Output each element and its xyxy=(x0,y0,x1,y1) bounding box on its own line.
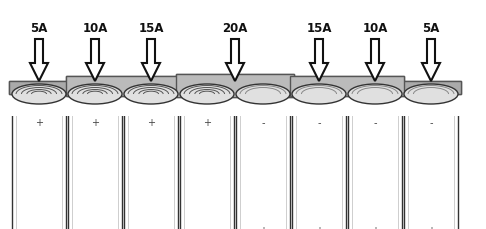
Bar xyxy=(124,95,178,229)
Text: +: + xyxy=(427,225,435,229)
Ellipse shape xyxy=(292,85,346,105)
Text: -: - xyxy=(149,224,153,229)
Text: 10A: 10A xyxy=(362,22,388,35)
Bar xyxy=(290,77,404,97)
Text: 20A: 20A xyxy=(222,22,248,35)
Text: +: + xyxy=(315,225,323,229)
Ellipse shape xyxy=(180,85,234,105)
Text: +: + xyxy=(147,117,155,128)
Ellipse shape xyxy=(404,85,458,105)
Ellipse shape xyxy=(348,85,402,105)
Text: -: - xyxy=(205,224,209,229)
Bar xyxy=(12,95,66,229)
Ellipse shape xyxy=(124,85,178,105)
Bar xyxy=(9,82,461,95)
Text: 10A: 10A xyxy=(82,22,108,35)
Polygon shape xyxy=(86,40,104,82)
Text: -: - xyxy=(429,117,433,128)
Text: 15A: 15A xyxy=(138,22,164,35)
Bar xyxy=(290,77,404,97)
Text: 5A: 5A xyxy=(30,22,48,35)
Ellipse shape xyxy=(236,85,290,105)
Ellipse shape xyxy=(124,85,178,105)
Text: -: - xyxy=(373,117,377,128)
Polygon shape xyxy=(30,40,48,82)
Text: +: + xyxy=(371,225,379,229)
Bar xyxy=(66,77,180,97)
Ellipse shape xyxy=(348,85,402,105)
Polygon shape xyxy=(226,40,244,82)
Text: -: - xyxy=(261,117,265,128)
Bar xyxy=(9,82,461,95)
Bar xyxy=(236,95,290,229)
Ellipse shape xyxy=(68,85,122,105)
Bar xyxy=(404,95,458,229)
Text: +: + xyxy=(91,117,99,128)
Ellipse shape xyxy=(12,85,66,105)
Ellipse shape xyxy=(180,85,234,105)
Text: -: - xyxy=(37,224,41,229)
Text: +: + xyxy=(259,225,267,229)
Text: -: - xyxy=(93,224,97,229)
Ellipse shape xyxy=(12,85,66,105)
Bar xyxy=(176,75,294,98)
Polygon shape xyxy=(310,40,328,82)
Ellipse shape xyxy=(404,85,458,105)
Bar xyxy=(292,95,346,229)
Bar xyxy=(180,95,234,229)
Bar xyxy=(9,87,461,117)
Text: 15A: 15A xyxy=(306,22,332,35)
Bar xyxy=(348,95,402,229)
Text: +: + xyxy=(35,117,43,128)
Bar xyxy=(68,95,122,229)
Text: 5A: 5A xyxy=(422,22,440,35)
Polygon shape xyxy=(422,40,440,82)
Text: +: + xyxy=(203,117,211,128)
Polygon shape xyxy=(366,40,384,82)
Ellipse shape xyxy=(236,85,290,105)
Text: -: - xyxy=(317,117,321,128)
Ellipse shape xyxy=(292,85,346,105)
Bar xyxy=(176,75,294,98)
Polygon shape xyxy=(142,40,160,82)
Bar xyxy=(66,77,180,97)
Ellipse shape xyxy=(68,85,122,105)
